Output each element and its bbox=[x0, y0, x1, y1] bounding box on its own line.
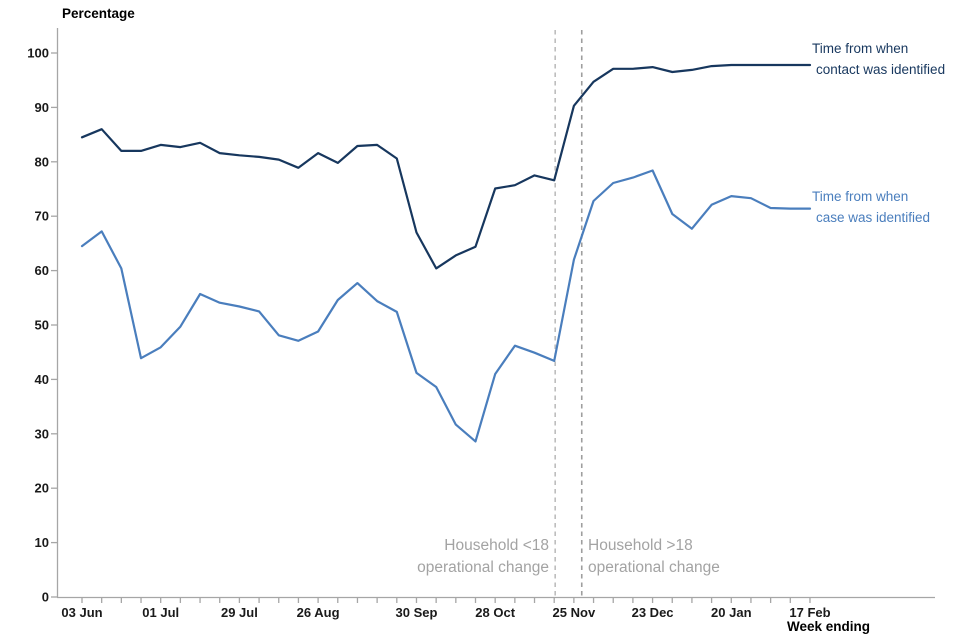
y-tick-label: 30 bbox=[35, 426, 49, 441]
x-tick-label: 28 Oct bbox=[475, 605, 515, 620]
x-tick-label: 29 Jul bbox=[221, 605, 258, 620]
x-tick-label: 01 Jul bbox=[142, 605, 179, 620]
case-series-label-line2: case was identified bbox=[816, 210, 930, 225]
y-axis-title: Percentage bbox=[62, 6, 135, 21]
annotation-under18-line2: operational change bbox=[417, 559, 549, 576]
case-series-label-line1: Time from when bbox=[812, 189, 908, 204]
x-tick-label: 25 Nov bbox=[553, 605, 596, 620]
x-tick-label: 03 Jun bbox=[61, 605, 102, 620]
event-lines bbox=[554, 30, 583, 597]
x-tick-label: 17 Feb bbox=[789, 605, 830, 620]
y-tick-label: 90 bbox=[35, 100, 49, 115]
x-tick-label: 26 Aug bbox=[297, 605, 340, 620]
y-tick-label: 50 bbox=[35, 318, 49, 333]
y-tick-label: 60 bbox=[35, 263, 49, 278]
y-tick-label: 100 bbox=[27, 46, 49, 61]
y-tick-label: 80 bbox=[35, 154, 49, 169]
contact-series-label-line1: Time from when bbox=[812, 41, 908, 56]
annotation-over18-line1: Household >18 bbox=[588, 537, 693, 554]
y-tick-label: 10 bbox=[35, 535, 49, 550]
x-tick-label: 30 Sep bbox=[396, 605, 438, 620]
x-axis-caption: Week ending bbox=[787, 619, 870, 634]
y-tick-label: 40 bbox=[35, 372, 49, 387]
annotation-under18-line1: Household <18 bbox=[444, 537, 549, 554]
axes: 0 10 20 30 40 50 60 70 80 90 100 03 Jun 01 Jul 29 Jul… bbox=[27, 28, 935, 620]
y-tick-label: 20 bbox=[35, 481, 49, 496]
annotation-over18-line2: operational change bbox=[588, 559, 720, 576]
y-tick-label: 70 bbox=[35, 209, 49, 224]
x-tick-label: 23 Dec bbox=[632, 605, 674, 620]
x-tick-label: 20 Jan bbox=[711, 605, 752, 620]
case-series-line bbox=[80, 169, 812, 443]
y-tick-label: 0 bbox=[42, 590, 49, 605]
contact-series-line bbox=[80, 63, 812, 270]
series-lines bbox=[80, 63, 812, 443]
contact-series-label-line2: contact was identified bbox=[816, 62, 945, 77]
